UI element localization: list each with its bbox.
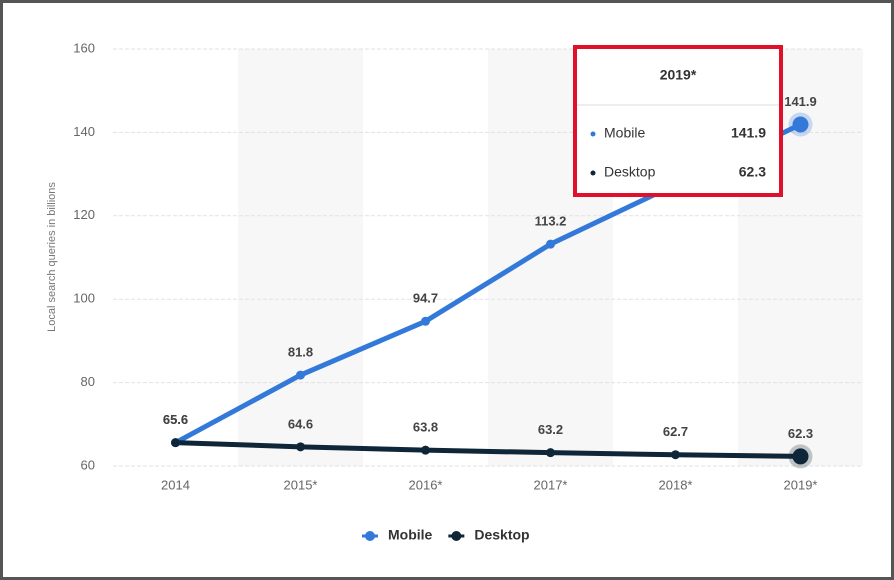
point [546,448,555,458]
data-label: 65.6 [163,412,188,427]
point [171,438,180,448]
band [238,49,363,466]
tooltip-value: 141.9 [731,125,766,141]
tooltip-series: Mobile [604,125,645,141]
legend-dot [365,531,375,541]
point [421,445,430,455]
y-tick-label: 140 [73,124,95,139]
tooltip: 2019* Mobile 141.9 Desktop 62.3 [573,45,783,197]
x-tick-label: 2015* [284,477,318,492]
data-label: 81.8 [288,345,313,360]
tooltip-value: 62.3 [739,164,766,180]
legend-label: Desktop [474,527,529,543]
y-tick-label: 100 [73,291,95,306]
point [671,450,680,460]
data-label: 64.6 [288,416,313,431]
data-label: 63.8 [413,420,438,435]
point [546,239,555,249]
y-axis-label: Local search queries in billions [46,182,58,332]
y-tick-label: 60 [81,457,95,472]
series-line [175,440,801,459]
tooltip-title: 2019* [660,67,697,83]
point [792,116,809,133]
y-tick-label: 120 [73,207,95,222]
data-label: 63.2 [538,422,563,437]
data-label: 113.2 [535,214,567,229]
point [296,370,305,380]
x-tick-label: 2019* [784,477,818,492]
x-tick-label: 2018* [659,477,693,492]
point [792,448,809,465]
data-label: 65.6 [163,412,188,427]
data-label: 141.9 [784,94,817,109]
point [296,442,305,452]
data-label: 62.3 [788,426,813,441]
x-tick-label: 2014 [161,477,190,492]
x-tick-label: 2017* [534,477,568,492]
point [421,316,430,326]
legend-dot [451,531,462,541]
y-tick-label: 160 [73,40,95,55]
tooltip-dot [590,170,596,176]
legend-label: Mobile [388,527,433,543]
legend: Mobile Desktop [362,527,530,543]
y-tick-label: 80 [81,374,95,389]
data-label: 94.7 [413,291,438,306]
tooltip-box [573,45,783,197]
x-tick-label: 2016* [409,477,443,492]
tooltip-dot [590,131,596,137]
data-label: 62.7 [663,424,688,439]
tooltip-series: Desktop [604,164,656,180]
